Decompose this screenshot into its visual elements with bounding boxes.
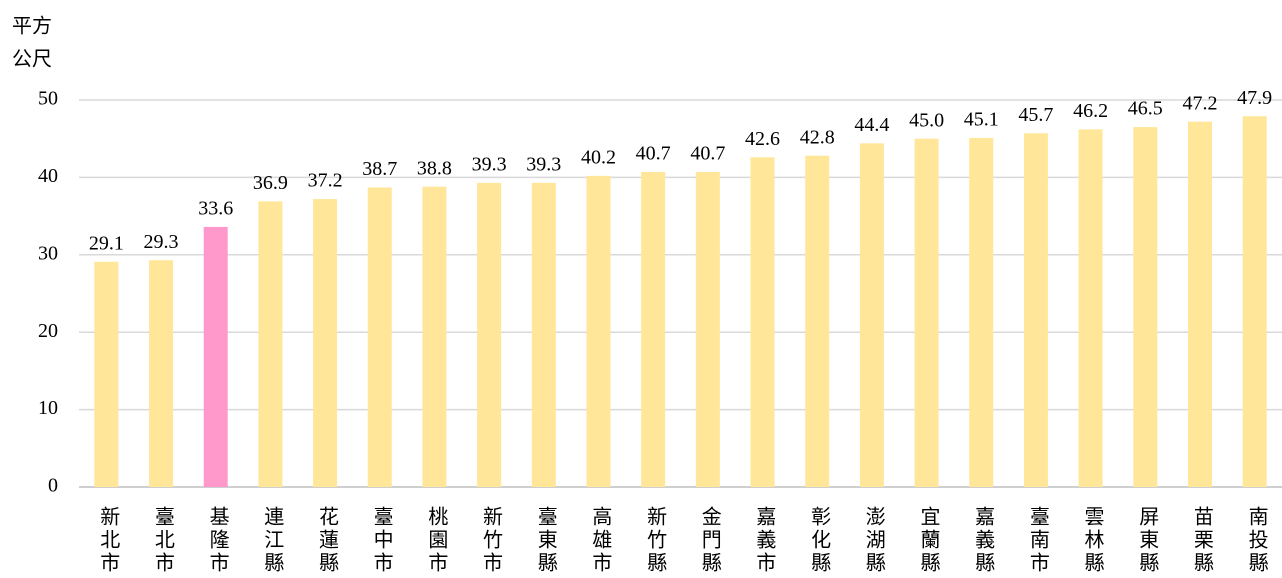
- value-label: 38.8: [417, 157, 452, 179]
- x-tick-label: 嘉義市: [753, 506, 776, 575]
- x-tick-label: 花蓮縣: [315, 506, 338, 575]
- x-tick-label: 南投縣: [1245, 506, 1268, 575]
- x-tick-label: 雲林縣: [1081, 506, 1104, 575]
- bar: [477, 182, 502, 487]
- value-label: 29.1: [89, 232, 124, 254]
- value-label: 33.6: [198, 198, 233, 220]
- x-tick-label: 臺東縣: [534, 506, 557, 575]
- value-label: 39.3: [526, 153, 561, 175]
- y-axis-label: 平方: [12, 15, 52, 38]
- value-label: 37.2: [308, 170, 343, 192]
- value-label: 36.9: [253, 172, 288, 194]
- bar: [1242, 116, 1267, 487]
- bar: [914, 138, 939, 487]
- value-label: 40.2: [581, 146, 616, 168]
- x-tick-label: 彰化縣: [808, 506, 831, 575]
- y-tick-label: 0: [48, 475, 58, 497]
- value-label: 44.4: [854, 114, 889, 136]
- value-label: 45.0: [909, 109, 944, 131]
- value-label: 39.3: [472, 153, 507, 175]
- x-tick-label: 臺南市: [1026, 506, 1048, 575]
- bar: [1023, 133, 1048, 488]
- bar: [258, 201, 283, 488]
- value-label: 40.7: [690, 143, 725, 165]
- bar: [1078, 129, 1103, 488]
- x-tick-label: 臺中市: [370, 506, 392, 575]
- value-label: 46.5: [1128, 98, 1163, 120]
- bar: [422, 186, 447, 488]
- x-tick-label: 嘉義縣: [972, 506, 995, 575]
- value-label: 46.2: [1073, 100, 1108, 122]
- value-label: 42.8: [800, 126, 835, 148]
- x-tick-label: 基隆市: [206, 506, 229, 575]
- y-tick-label: 40: [38, 165, 58, 187]
- x-tick-label: 高雄市: [589, 506, 612, 575]
- x-tick-label: 新竹市: [480, 506, 503, 575]
- bar: [531, 182, 556, 487]
- y-tick-label: 10: [38, 397, 58, 419]
- x-tick-label: 苗栗縣: [1190, 506, 1213, 575]
- bar: [641, 171, 666, 487]
- x-tick-label: 連江縣: [261, 506, 284, 575]
- x-tick-label: 澎湖縣: [862, 506, 885, 575]
- y-tick-label: 20: [38, 320, 58, 342]
- x-tick-label: 臺北市: [151, 506, 174, 575]
- value-label: 45.7: [1018, 104, 1053, 126]
- bar: [313, 199, 338, 487]
- bar: [94, 261, 119, 487]
- x-tick-label: 新竹縣: [644, 506, 667, 575]
- y-tick-label: 50: [38, 88, 58, 110]
- bar: [367, 187, 392, 487]
- y-axis-label: 公尺: [12, 49, 52, 71]
- value-label: 29.3: [144, 231, 179, 253]
- bar: [1133, 127, 1158, 487]
- value-label: 38.7: [362, 158, 397, 180]
- bar: [695, 171, 720, 487]
- x-tick-label: 屏東縣: [1136, 506, 1159, 575]
- bar: [203, 226, 228, 487]
- value-label: 40.7: [636, 143, 671, 165]
- bar: [586, 175, 611, 488]
- value-label: 45.1: [964, 109, 999, 131]
- x-tick-label: 桃園市: [425, 506, 448, 575]
- value-label: 47.2: [1182, 92, 1217, 114]
- bar: [149, 260, 174, 487]
- x-tick-label: 金門縣: [698, 506, 721, 575]
- bar: [750, 157, 775, 487]
- bar: [969, 137, 994, 487]
- bar: [1187, 121, 1212, 487]
- bar: [805, 155, 830, 487]
- bar: [859, 143, 884, 487]
- y-tick-label: 30: [38, 242, 58, 264]
- value-label: 42.6: [745, 128, 780, 150]
- x-tick-label: 新北市: [97, 506, 120, 575]
- value-label: 47.9: [1237, 87, 1272, 109]
- x-tick-label: 宜蘭縣: [917, 506, 940, 575]
